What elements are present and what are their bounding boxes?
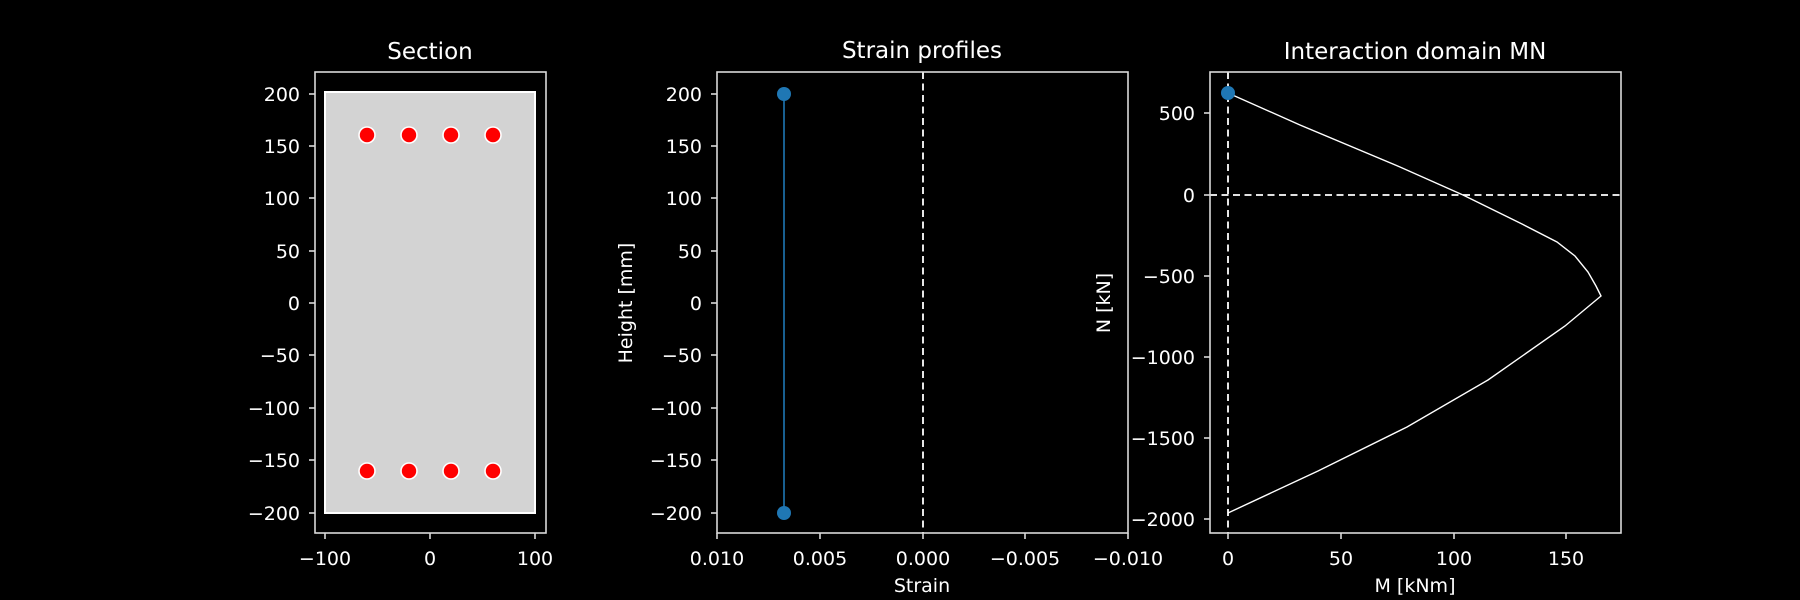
rebar-marker — [358, 126, 376, 144]
y-tick-label: −1000 — [1131, 347, 1195, 369]
section-panel: Section 200 150 100 50 — [248, 39, 553, 570]
y-tick-label: −150 — [248, 450, 300, 472]
y-tick-label: 200 — [264, 84, 300, 106]
y-tick-label: 200 — [666, 84, 702, 106]
y-tick-label: 50 — [678, 241, 702, 263]
x-tick-label: 0.000 — [896, 548, 950, 570]
strain-y-label: Height [mm] — [615, 243, 637, 364]
rebar-markers — [358, 126, 502, 480]
x-tick-label: 100 — [1436, 548, 1472, 570]
rebar-marker — [442, 126, 460, 144]
strain-panel: Strain profiles 200 150 100 50 0 −50 −10… — [615, 38, 1163, 597]
x-tick-label: 0 — [424, 548, 436, 570]
x-tick-label: 0 — [1222, 548, 1234, 570]
y-tick-label: −2000 — [1131, 509, 1195, 531]
y-tick-label: 150 — [264, 136, 300, 158]
x-tick-label: −0.005 — [990, 548, 1060, 570]
section-x-axis: −100 0 100 — [299, 533, 553, 570]
rebar-marker — [400, 126, 418, 144]
y-tick-label: 50 — [276, 241, 300, 263]
x-tick-label: 150 — [1548, 548, 1584, 570]
y-tick-label: −200 — [248, 503, 300, 525]
rebar-marker — [442, 462, 460, 480]
strain-y-axis: 200 150 100 50 0 −50 −100 −150 −200 Heig… — [615, 84, 717, 525]
y-tick-label: −50 — [662, 345, 702, 367]
mn-axes-frame — [1209, 71, 1622, 534]
mn-domain-curve — [1227, 92, 1602, 514]
y-tick-label: 150 — [666, 136, 702, 158]
x-tick-label: 0.010 — [690, 548, 744, 570]
strain-x-axis: 0.010 0.005 0.000 −0.005 −0.010 Strain — [690, 533, 1163, 597]
strain-bottom-marker — [777, 506, 791, 520]
x-tick-label: 0.005 — [793, 548, 847, 570]
strain-title: Strain profiles — [842, 38, 1002, 64]
strain-x-label: Strain — [894, 575, 950, 597]
y-tick-label: −200 — [650, 503, 702, 525]
y-tick-label: −500 — [1143, 266, 1195, 288]
mn-y-label: N [kN] — [1093, 273, 1115, 333]
rebar-marker — [358, 462, 376, 480]
rebar-marker — [484, 126, 502, 144]
strain-top-marker — [777, 87, 791, 101]
mn-y-axis: 500 0 −500 −1000 −1500 −2000 N [kN] — [1093, 103, 1210, 531]
mn-current-point — [1221, 86, 1235, 100]
y-tick-label: 100 — [666, 188, 702, 210]
y-tick-label: 0 — [1183, 185, 1195, 207]
y-tick-label: 500 — [1159, 103, 1195, 125]
mn-panel: Interaction domain MN 500 0 −500 −1000 −… — [1093, 39, 1622, 597]
mn-x-label: M [kNm] — [1375, 575, 1456, 597]
x-tick-label: −0.010 — [1093, 548, 1163, 570]
y-tick-label: 0 — [288, 293, 300, 315]
x-tick-label: 100 — [517, 548, 553, 570]
y-tick-label: −100 — [248, 398, 300, 420]
y-tick-label: −1500 — [1131, 428, 1195, 450]
y-tick-label: 0 — [690, 293, 702, 315]
mn-x-axis: 0 50 100 150 M [kNm] — [1222, 533, 1584, 597]
section-title: Section — [387, 39, 472, 65]
x-tick-label: 50 — [1329, 548, 1353, 570]
y-tick-label: −150 — [650, 450, 702, 472]
x-tick-label: −100 — [299, 548, 351, 570]
rebar-marker — [400, 462, 418, 480]
mn-title: Interaction domain MN — [1284, 39, 1547, 65]
section-y-axis: 200 150 100 50 0 −50 −100 −150 −200 — [248, 84, 315, 525]
y-tick-label: −100 — [650, 398, 702, 420]
y-tick-label: 100 — [264, 188, 300, 210]
rebar-marker — [484, 462, 502, 480]
concrete-section — [324, 91, 536, 514]
y-tick-label: −50 — [260, 345, 300, 367]
